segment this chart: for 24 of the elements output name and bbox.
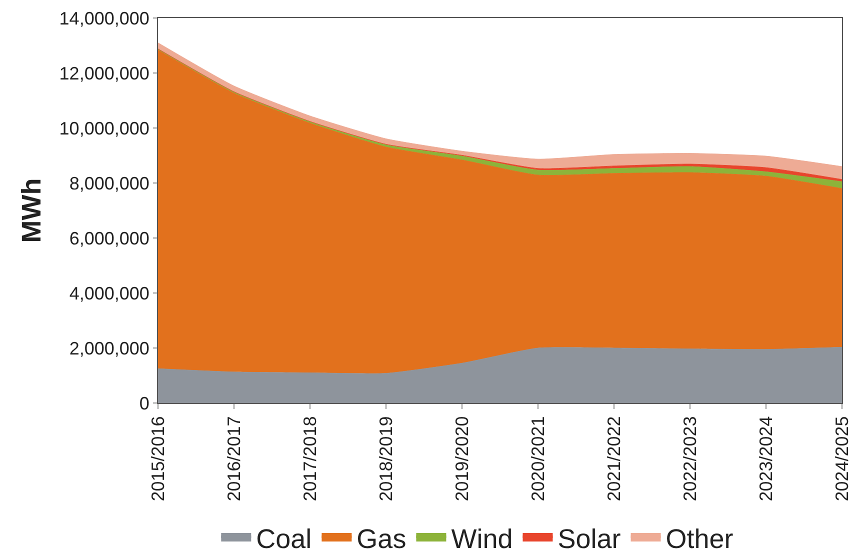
y-tick-label: 12,000,000 [59, 63, 150, 84]
legend-label: Solar [558, 524, 621, 554]
x-tick-label: 2017/2018 [300, 416, 320, 502]
x-tick-label: 2019/2020 [452, 416, 472, 502]
y-tick-label: 14,000,000 [59, 8, 150, 28]
x-tick-label: 2018/2019 [376, 416, 396, 502]
y-tick-label: 8,000,000 [69, 173, 150, 194]
x-tick-label: 2022/2023 [680, 416, 700, 502]
x-tick-label: 2016/2017 [224, 416, 244, 502]
legend-label: Wind [451, 524, 513, 554]
y-tick-label: 6,000,000 [69, 228, 150, 248]
x-tick-label: 2020/2021 [528, 416, 548, 502]
x-tick-label: 2021/2022 [604, 416, 624, 502]
x-tick-label: 2024/2025 [832, 416, 852, 502]
y-axis-title: MWh [16, 178, 46, 243]
legend-label: Other [666, 524, 734, 554]
x-tick-label: 2015/2016 [148, 416, 168, 502]
y-tick-label: 10,000,000 [59, 118, 150, 138]
x-tick-label: 2023/2024 [756, 416, 776, 502]
y-tick-label: 4,000,000 [69, 283, 150, 304]
legend-label: Coal [256, 524, 312, 554]
y-tick-label: 0 [139, 393, 150, 414]
legend-label: Gas [356, 524, 406, 554]
y-tick-label: 2,000,000 [69, 338, 150, 358]
